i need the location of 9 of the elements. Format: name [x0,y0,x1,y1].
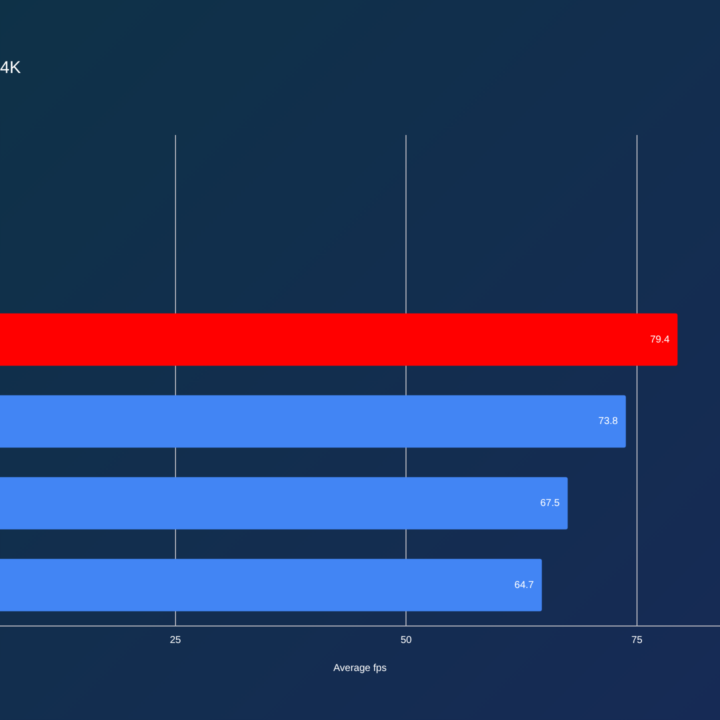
data-label: 73.8 [598,416,618,428]
data-label: 64.7 [514,580,534,591]
x-axis-title: Average fps [333,662,387,674]
data-label: 79.4 [650,334,670,346]
chart-title: 4K [0,58,21,78]
x-tick-label: 75 [631,634,643,646]
x-tick-label: 25 [170,634,182,646]
data-label: 67.5 [540,498,560,509]
x-tick-label: 50 [400,634,412,646]
